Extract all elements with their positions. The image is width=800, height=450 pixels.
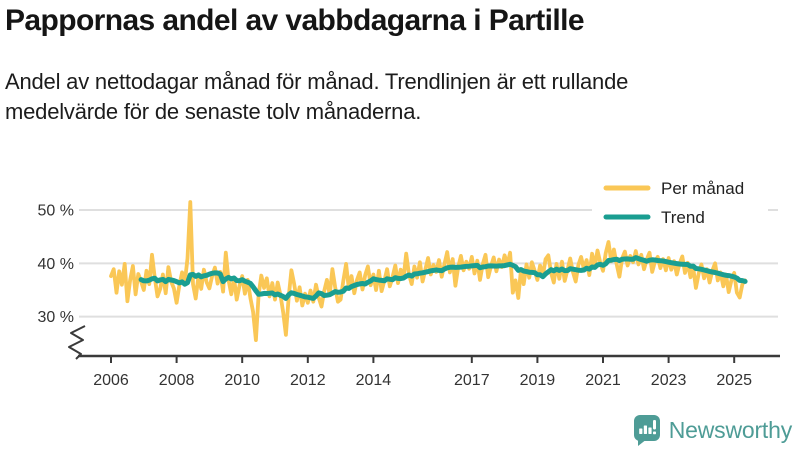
x-tick-label: 2023 xyxy=(651,372,687,389)
x-tick-label: 2010 xyxy=(224,372,260,389)
x-tick-label: 2021 xyxy=(585,372,621,389)
x-tick-label: 2008 xyxy=(159,372,195,389)
newsworthy-logo-icon xyxy=(633,414,660,446)
brand-name: Newsworthy xyxy=(668,416,792,443)
x-tick-label: 2017 xyxy=(454,372,490,389)
line-chart: 50 % 40 % 30 % 2006 2008 2010 2012 2014 2017 2019… xyxy=(0,158,800,408)
axis-break-icon xyxy=(68,325,86,360)
subtitle-line-1: Andel av nettodagar månad för månad. Tre… xyxy=(5,69,629,94)
page-title: Pappornas andel av vabbdagarna i Partill… xyxy=(5,4,585,37)
page-subtitle: Andel av nettodagar månad för månad. Tre… xyxy=(5,67,785,127)
x-tick-label: 2012 xyxy=(290,372,326,389)
subtitle-line-2: medelvärde för de senaste tolv månaderna… xyxy=(5,99,422,124)
trend-line xyxy=(138,255,748,301)
legend-label: Per månad xyxy=(661,179,744,198)
x-tick-label: 2019 xyxy=(520,372,556,389)
x-tick-label: 2006 xyxy=(93,372,129,389)
y-tick-label: 30 % xyxy=(38,309,74,326)
y-tick-label: 40 % xyxy=(38,256,74,273)
y-tick-label: 50 % xyxy=(38,203,74,220)
x-tick-label: 2014 xyxy=(356,372,392,389)
brand-footer: Newsworthy xyxy=(633,412,792,448)
chart-canvas: 50 % 40 % 30 % 2006 2008 2010 2012 2014 2017 2019… xyxy=(38,175,780,389)
x-tick-label: 2025 xyxy=(716,372,752,389)
legend-label: Trend xyxy=(661,208,705,227)
